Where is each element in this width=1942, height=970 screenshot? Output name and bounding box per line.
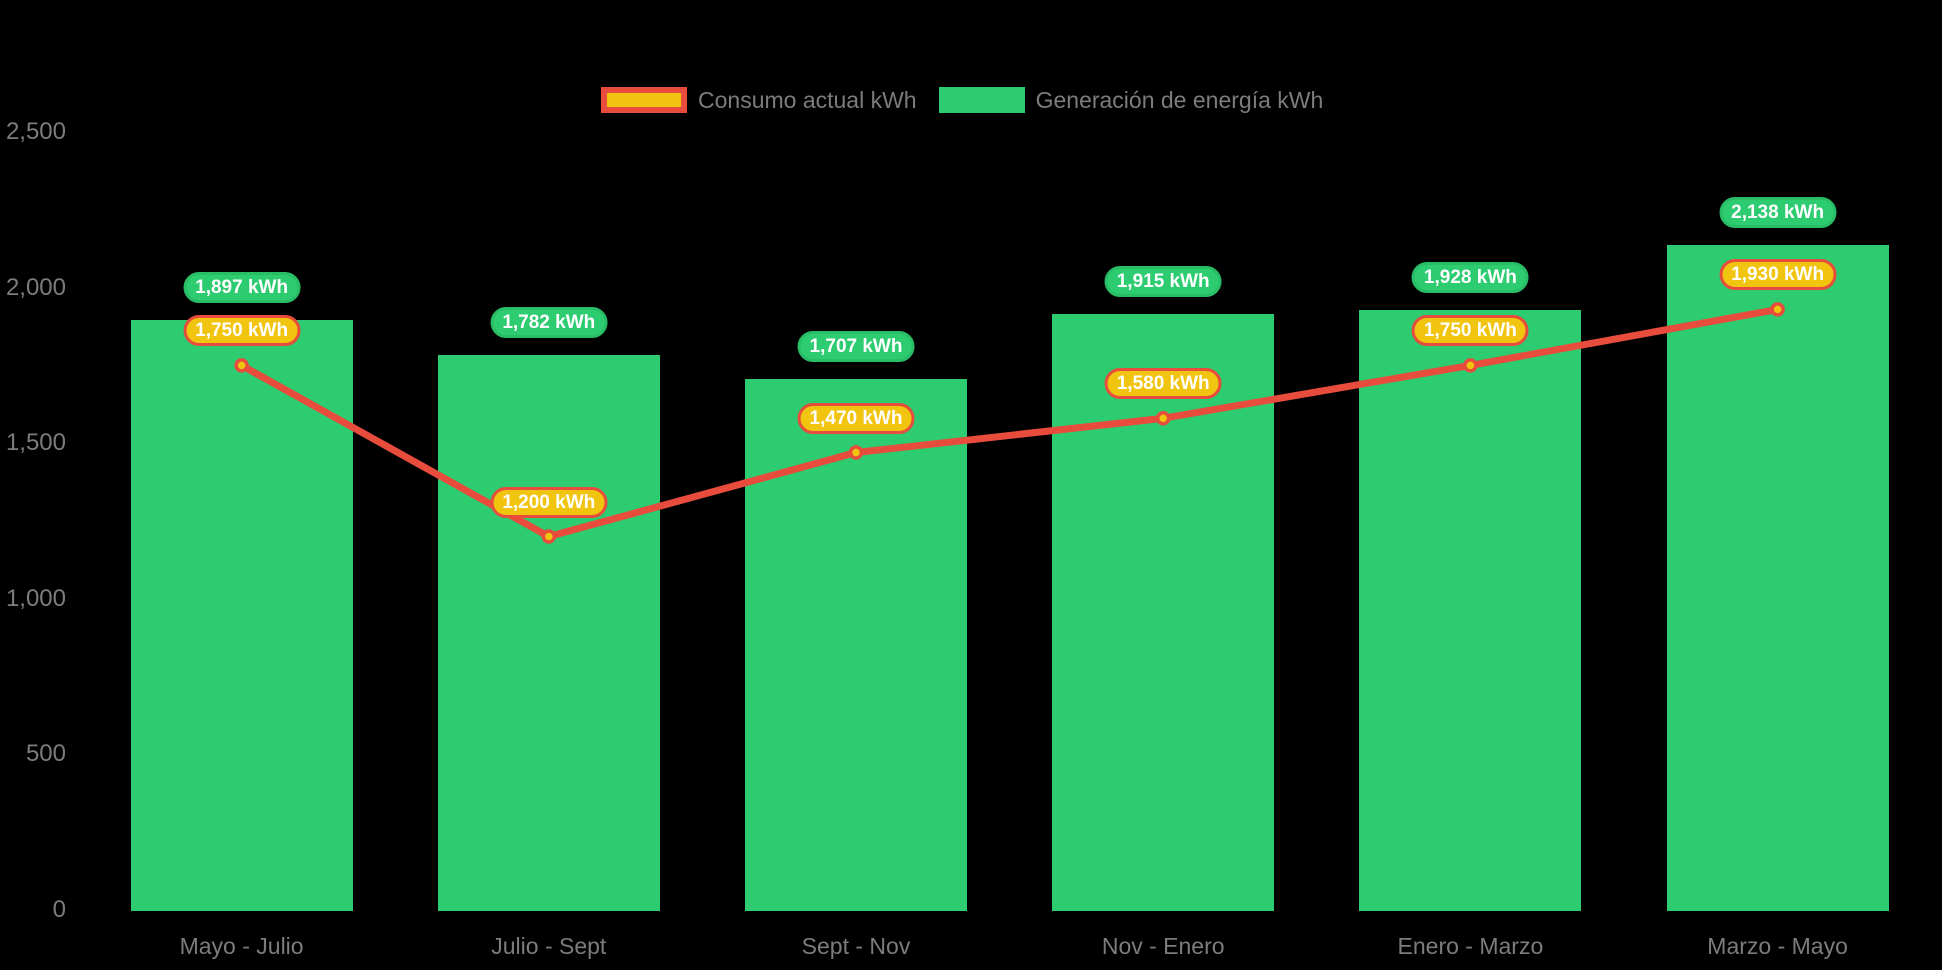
y-tick-label: 500 (25, 740, 66, 768)
x-tick-label: Julio - Sept (491, 933, 607, 959)
x-tick-label: Mayo - Julio (179, 933, 304, 959)
bar-5[interactable] (1359, 310, 1582, 911)
bar-value-badge: 2,138 kWh (1719, 196, 1837, 228)
x-tick-label: Sept - Nov (801, 933, 911, 959)
line-point-4[interactable] (1155, 411, 1171, 426)
line-point-1[interactable] (234, 358, 249, 373)
generacion-swatch-icon (938, 87, 1025, 113)
line-point-6[interactable] (1770, 302, 1785, 317)
bar-value-badge: 1,897 kWh (183, 271, 301, 303)
bar-value-badge: 1,928 kWh (1411, 262, 1529, 293)
line-point-2[interactable] (541, 529, 557, 544)
y-tick-label: 2,000 (5, 273, 66, 301)
legend-label-consumo: Consumo actual kWh (698, 87, 917, 113)
line-value-badge: 1,750 kWh (1411, 315, 1529, 347)
line-value-badge: 1,930 kWh (1719, 259, 1837, 291)
line-value-badge: 1,200 kWh (490, 486, 608, 518)
y-tick-label: 1,000 (5, 584, 66, 612)
line-value-badge: 1,470 kWh (797, 402, 915, 434)
bar-value-badge: 1,707 kWh (797, 330, 915, 362)
bar-4[interactable] (1052, 314, 1275, 911)
line-value-badge: 1,750 kWh (183, 315, 301, 347)
legend-item-generacion[interactable]: Generación de energía kWh (938, 87, 1324, 113)
line-value-badge: 1,580 kWh (1104, 368, 1222, 400)
y-tick-label: 1,500 (5, 429, 66, 457)
legend-label-generacion: Generación de energía kWh (1035, 87, 1324, 113)
bar-value-badge: 1,782 kWh (490, 307, 608, 339)
line-point-3[interactable] (848, 445, 864, 460)
bar-6[interactable] (1666, 244, 1889, 911)
x-tick-label: Marzo - Mayo (1707, 933, 1848, 959)
line-point-5[interactable] (1463, 358, 1478, 373)
consumo-swatch-icon (601, 87, 687, 113)
x-tick-label: Nov - Enero (1101, 933, 1225, 959)
bar-1[interactable] (130, 319, 353, 911)
y-tick-label: 0 (52, 896, 66, 923)
y-tick-label: 2,500 (5, 118, 66, 145)
legend-item-consumo[interactable]: Consumo actual kWh (601, 87, 917, 113)
legend: Consumo actual kWh Generación de energía… (601, 87, 1323, 113)
bar-2[interactable] (437, 355, 660, 911)
x-tick-label: Enero - Marzo (1397, 933, 1544, 959)
bar-value-badge: 1,915 kWh (1104, 266, 1222, 298)
